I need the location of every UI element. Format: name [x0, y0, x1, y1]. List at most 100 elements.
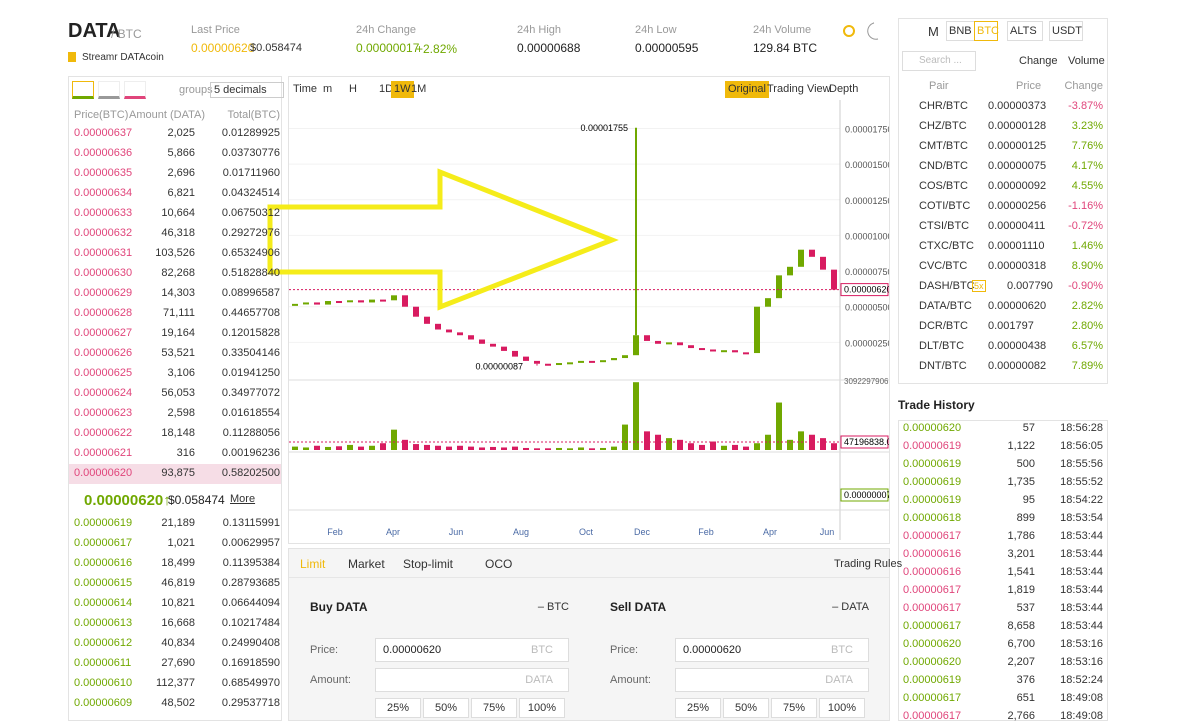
book-price[interactable]: 0.00000635	[74, 167, 133, 179]
book-price[interactable]: 0.00000630	[74, 267, 133, 279]
book-price[interactable]: 0.00000613	[74, 617, 133, 629]
market-tab[interactable]	[974, 21, 998, 41]
trade-amount: 3,201	[1007, 548, 1035, 560]
book-price[interactable]: 0.00000624	[74, 387, 133, 399]
star[interactable]: CVC/BTC	[919, 260, 968, 272]
price-input[interactable]: 0.00000620	[383, 644, 442, 656]
interval-button[interactable]: 1W	[391, 81, 414, 98]
order-tab[interactable]: Stop-limit	[403, 557, 454, 571]
book-price[interactable]: 0.00000634	[74, 187, 133, 199]
input-box[interactable]	[675, 668, 869, 692]
star[interactable]: CND/BTC	[919, 160, 968, 172]
book-view-toggle[interactable]	[72, 81, 94, 99]
view-button[interactable]: Trading View	[767, 83, 831, 95]
sort-option[interactable]: Volume	[1068, 55, 1105, 67]
market-tab[interactable]: ALTS	[1010, 25, 1037, 37]
trade-time: 18:56:05	[1060, 440, 1103, 452]
book-price[interactable]: 0.00000625	[74, 367, 133, 379]
book-price[interactable]: 0.00000628	[74, 307, 133, 319]
book-price[interactable]: 0.00000619	[74, 517, 133, 529]
stat-value: 0.00000017	[356, 41, 420, 55]
book-price[interactable]: 0.00000612	[74, 637, 133, 649]
order-tab[interactable]: OCO	[485, 557, 513, 571]
percent-label[interactable]: 25%	[686, 702, 710, 714]
percent-label[interactable]: 50%	[434, 702, 458, 714]
market-column[interactable]: Pair	[929, 80, 949, 92]
book-price[interactable]: 0.00000623	[74, 407, 133, 419]
input-box[interactable]	[675, 638, 869, 662]
market-column[interactable]: Change	[1064, 80, 1103, 92]
book-price[interactable]: 0.00000614	[74, 597, 133, 609]
percent-button[interactable]	[723, 698, 769, 718]
market-tab[interactable]: USDT	[1052, 25, 1082, 37]
star[interactable]: DCR/BTC	[919, 320, 968, 332]
interval-button[interactable]: 1D	[379, 83, 394, 95]
percent-button[interactable]	[675, 698, 721, 718]
market-tab[interactable]	[1007, 21, 1043, 41]
star[interactable]: DATA/BTC	[919, 300, 972, 312]
order-tab[interactable]: Market	[348, 557, 385, 571]
book-price[interactable]: 0.00000615	[74, 577, 133, 589]
market-tab[interactable]: BTC	[977, 25, 999, 37]
book-price[interactable]: 0.00000637	[74, 127, 133, 139]
star[interactable]: COTI/BTC	[919, 200, 971, 212]
percent-label[interactable]: 75%	[482, 702, 506, 714]
market-tab[interactable]: BNB	[949, 25, 972, 37]
star[interactable]: COS/BTC	[919, 180, 968, 192]
star[interactable]: CTSI/BTC	[919, 220, 970, 232]
search-input[interactable]: Search ...	[919, 55, 962, 66]
search-box[interactable]	[902, 51, 976, 71]
price-input[interactable]: 0.00000620	[683, 644, 742, 656]
percent-button[interactable]	[375, 698, 421, 718]
percent-label[interactable]: 100%	[527, 702, 557, 714]
percent-label[interactable]: 75%	[782, 702, 806, 714]
favorites[interactable]: M	[928, 24, 939, 39]
trading-rules[interactable]: Trading Rules	[834, 558, 903, 570]
decimals-select[interactable]: 5 decimals	[210, 82, 284, 98]
book-price[interactable]: 0.00000617	[74, 537, 133, 549]
book-price[interactable]: 0.00000632	[74, 227, 133, 239]
view-button[interactable]: Original	[725, 81, 769, 98]
star[interactable]: CHR/BTC	[919, 100, 968, 112]
book-price[interactable]: 0.00000610	[74, 677, 133, 689]
star[interactable]: DLT/BTC	[919, 340, 965, 352]
market-tab[interactable]	[1049, 21, 1083, 41]
book-view-toggle[interactable]	[124, 81, 146, 99]
input-box[interactable]	[375, 668, 569, 692]
book-price[interactable]: 0.00000633	[74, 207, 133, 219]
market-column[interactable]: Price	[1016, 80, 1042, 92]
star[interactable]: DASH/BTC	[919, 280, 975, 292]
order-tab[interactable]: Limit	[300, 557, 326, 571]
percent-button[interactable]	[819, 698, 865, 718]
book-price[interactable]: 0.00000620	[74, 467, 133, 479]
percent-button[interactable]	[519, 698, 565, 718]
book-price[interactable]: 0.00000622	[74, 427, 133, 439]
book-price[interactable]: 0.00000631	[74, 247, 133, 259]
interval-button[interactable]: 1M	[411, 83, 427, 95]
book-view-toggle[interactable]	[98, 81, 120, 99]
view-button[interactable]: Depth	[829, 83, 859, 95]
book-price[interactable]: 0.00000626	[74, 347, 133, 359]
sort-option[interactable]: Change	[1019, 55, 1058, 67]
input-box[interactable]	[375, 638, 569, 662]
percent-button[interactable]	[471, 698, 517, 718]
book-price[interactable]: 0.00000629	[74, 287, 133, 299]
star[interactable]: CMT/BTC	[919, 140, 968, 152]
book-price[interactable]: 0.00000609	[74, 697, 133, 709]
star[interactable]: CHZ/BTC	[919, 120, 967, 132]
percent-label[interactable]: 100%	[827, 702, 857, 714]
interval-button[interactable]: m	[323, 83, 333, 95]
book-price[interactable]: 0.00000621	[74, 447, 133, 459]
star[interactable]: CTXC/BTC	[919, 240, 974, 252]
more-link[interactable]: More	[230, 493, 256, 505]
percent-button[interactable]	[423, 698, 469, 718]
interval-button[interactable]: H	[349, 83, 357, 95]
percent-label[interactable]: 25%	[386, 702, 410, 714]
percent-button[interactable]	[771, 698, 817, 718]
book-price[interactable]: 0.00000636	[74, 147, 133, 159]
book-price[interactable]: 0.00000616	[74, 557, 133, 569]
book-price[interactable]: 0.00000611	[74, 657, 132, 669]
percent-label[interactable]: 50%	[734, 702, 758, 714]
book-price[interactable]: 0.00000627	[74, 327, 133, 339]
star[interactable]: DNT/BTC	[919, 360, 967, 372]
